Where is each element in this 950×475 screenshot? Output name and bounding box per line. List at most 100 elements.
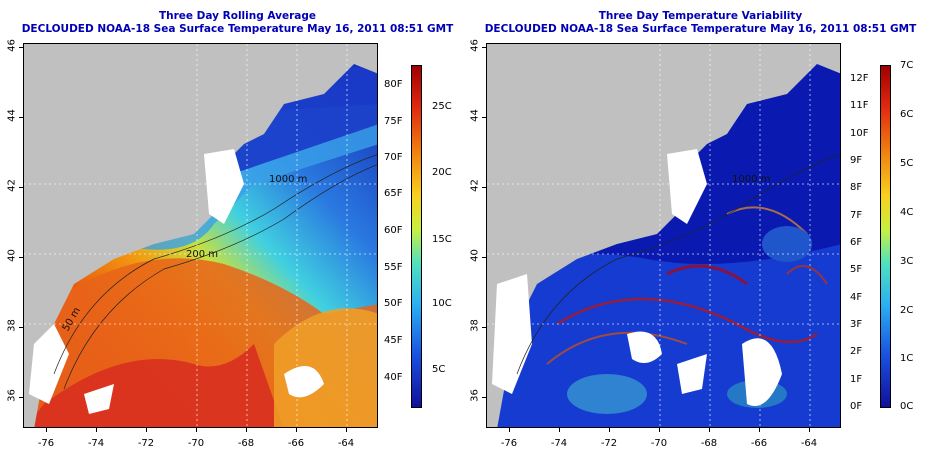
y-tick xyxy=(482,187,486,188)
map-title: Three Day Rolling Average xyxy=(158,10,317,22)
colorbar-c-label: 4C xyxy=(900,207,914,218)
x-tick-label: -72 xyxy=(137,438,155,449)
x-tick-label: -64 xyxy=(337,438,355,449)
colorbar-f-label: 60F xyxy=(384,225,403,236)
colorbar-f-label: 8F xyxy=(850,182,863,193)
x-tick-label: -74 xyxy=(87,438,105,449)
y-tick-label: 40 xyxy=(469,249,481,262)
x-tick xyxy=(246,428,247,432)
x-tick xyxy=(809,428,810,432)
colorbar-f-label: 55F xyxy=(384,262,403,273)
x-tick xyxy=(146,428,147,432)
y-tick-label: 38 xyxy=(469,319,481,332)
x-tick xyxy=(196,428,197,432)
map-subtitle: DECLOUDED NOAA-18 Sea Surface Temperatur… xyxy=(484,23,917,35)
x-tick xyxy=(759,428,760,432)
map-subtitle: DECLOUDED NOAA-18 Sea Surface Temperatur… xyxy=(21,23,454,35)
y-tick-label: 40 xyxy=(6,249,18,262)
colorbar-c-label: 5C xyxy=(900,158,914,169)
x-tick xyxy=(296,428,297,432)
colorbar-f-label: 45F xyxy=(384,335,403,346)
x-tick xyxy=(559,428,560,432)
colorbar-f-label: 9F xyxy=(850,155,863,166)
colorbar-c-label: 15C xyxy=(432,234,452,245)
y-tick-label: 46 xyxy=(6,39,18,52)
y-tick-label: 42 xyxy=(6,179,18,192)
x-tick-label: -70 xyxy=(187,438,205,449)
colorbar-f-label: 40F xyxy=(384,372,403,383)
panel-temperature-variability: Three Day Temperature Variability DECLOU… xyxy=(463,0,938,475)
y-tick xyxy=(482,327,486,328)
colorbar-f-label: 4F xyxy=(850,292,863,303)
colorbar-c-label: 5C xyxy=(432,364,446,375)
contour-label-200m: 200 m xyxy=(186,249,219,260)
sst-average-map[interactable]: 1000 m 200 m 50 m xyxy=(23,43,378,428)
x-tick-label: -66 xyxy=(750,438,768,449)
x-tick-label: -68 xyxy=(237,438,255,449)
y-tick xyxy=(482,117,486,118)
y-tick-label: 44 xyxy=(6,109,18,122)
colorbar-c-label: 7C xyxy=(900,60,914,71)
colorbar-f-label: 2F xyxy=(850,346,863,357)
contour-label-1000m: 1000 m xyxy=(269,174,308,185)
y-tick-label: 42 xyxy=(469,179,481,192)
y-tick-label: 44 xyxy=(469,109,481,122)
x-tick xyxy=(609,428,610,432)
y-tick xyxy=(482,397,486,398)
x-tick-label: -76 xyxy=(500,438,518,449)
y-tick xyxy=(19,327,23,328)
colorbar-c-label: 3C xyxy=(900,256,914,267)
x-tick-label: -68 xyxy=(700,438,718,449)
x-tick-label: -66 xyxy=(287,438,305,449)
x-tick-label: -72 xyxy=(600,438,618,449)
x-tick-label: -64 xyxy=(800,438,818,449)
colorbar-f-label: 80F xyxy=(384,79,403,90)
x-tick xyxy=(659,428,660,432)
colorbar-c-label: 20C xyxy=(432,167,452,178)
x-tick xyxy=(709,428,710,432)
colorbar-f-label: 50F xyxy=(384,298,403,309)
colorbar-f-label: 6F xyxy=(850,237,863,248)
sst-average-image xyxy=(24,44,377,427)
y-tick xyxy=(19,47,23,48)
variability-colorbar xyxy=(880,65,891,408)
x-tick-label: -76 xyxy=(37,438,55,449)
y-tick-label: 36 xyxy=(469,389,481,402)
colorbar-f-label: 75F xyxy=(384,116,403,127)
temperature-colorbar xyxy=(411,65,422,408)
y-tick xyxy=(482,257,486,258)
colorbar-c-label: 0C xyxy=(900,401,914,412)
colorbar-f-label: 11F xyxy=(850,100,869,111)
x-tick-label: -70 xyxy=(650,438,668,449)
x-tick xyxy=(46,428,47,432)
colorbar-f-label: 7F xyxy=(850,210,863,221)
y-tick xyxy=(19,257,23,258)
colorbar-f-label: 5F xyxy=(850,264,863,275)
map-title: Three Day Temperature Variability xyxy=(598,10,803,22)
y-tick-label: 38 xyxy=(6,319,18,332)
x-tick xyxy=(509,428,510,432)
colorbar-c-label: 2C xyxy=(900,305,914,316)
x-tick xyxy=(96,428,97,432)
panel-rolling-average: Three Day Rolling Average DECLOUDED NOAA… xyxy=(6,10,454,449)
y-tick xyxy=(482,47,486,48)
colorbar-c-label: 10C xyxy=(432,298,452,309)
colorbar-f-label: 65F xyxy=(384,188,403,199)
colorbar-f-label: 1F xyxy=(850,374,863,385)
y-tick-label: 36 xyxy=(6,389,18,402)
y-tick xyxy=(19,117,23,118)
sst-variability-map[interactable]: 1000 m xyxy=(486,43,841,428)
x-tick xyxy=(346,428,347,432)
colorbar-f-label: 12F xyxy=(850,73,869,84)
colorbar-f-label: 70F xyxy=(384,152,403,163)
colorbar-f-label: 0F xyxy=(850,401,863,412)
colorbar-c-label: 25C xyxy=(432,101,452,112)
y-tick-label: 46 xyxy=(469,39,481,52)
colorbar-c-label: 6C xyxy=(900,109,914,120)
y-tick xyxy=(19,187,23,188)
colorbar-f-label: 10F xyxy=(850,128,869,139)
sst-variability-image xyxy=(487,44,840,427)
x-tick-label: -74 xyxy=(550,438,568,449)
colorbar-c-label: 1C xyxy=(900,353,914,364)
y-tick xyxy=(19,397,23,398)
